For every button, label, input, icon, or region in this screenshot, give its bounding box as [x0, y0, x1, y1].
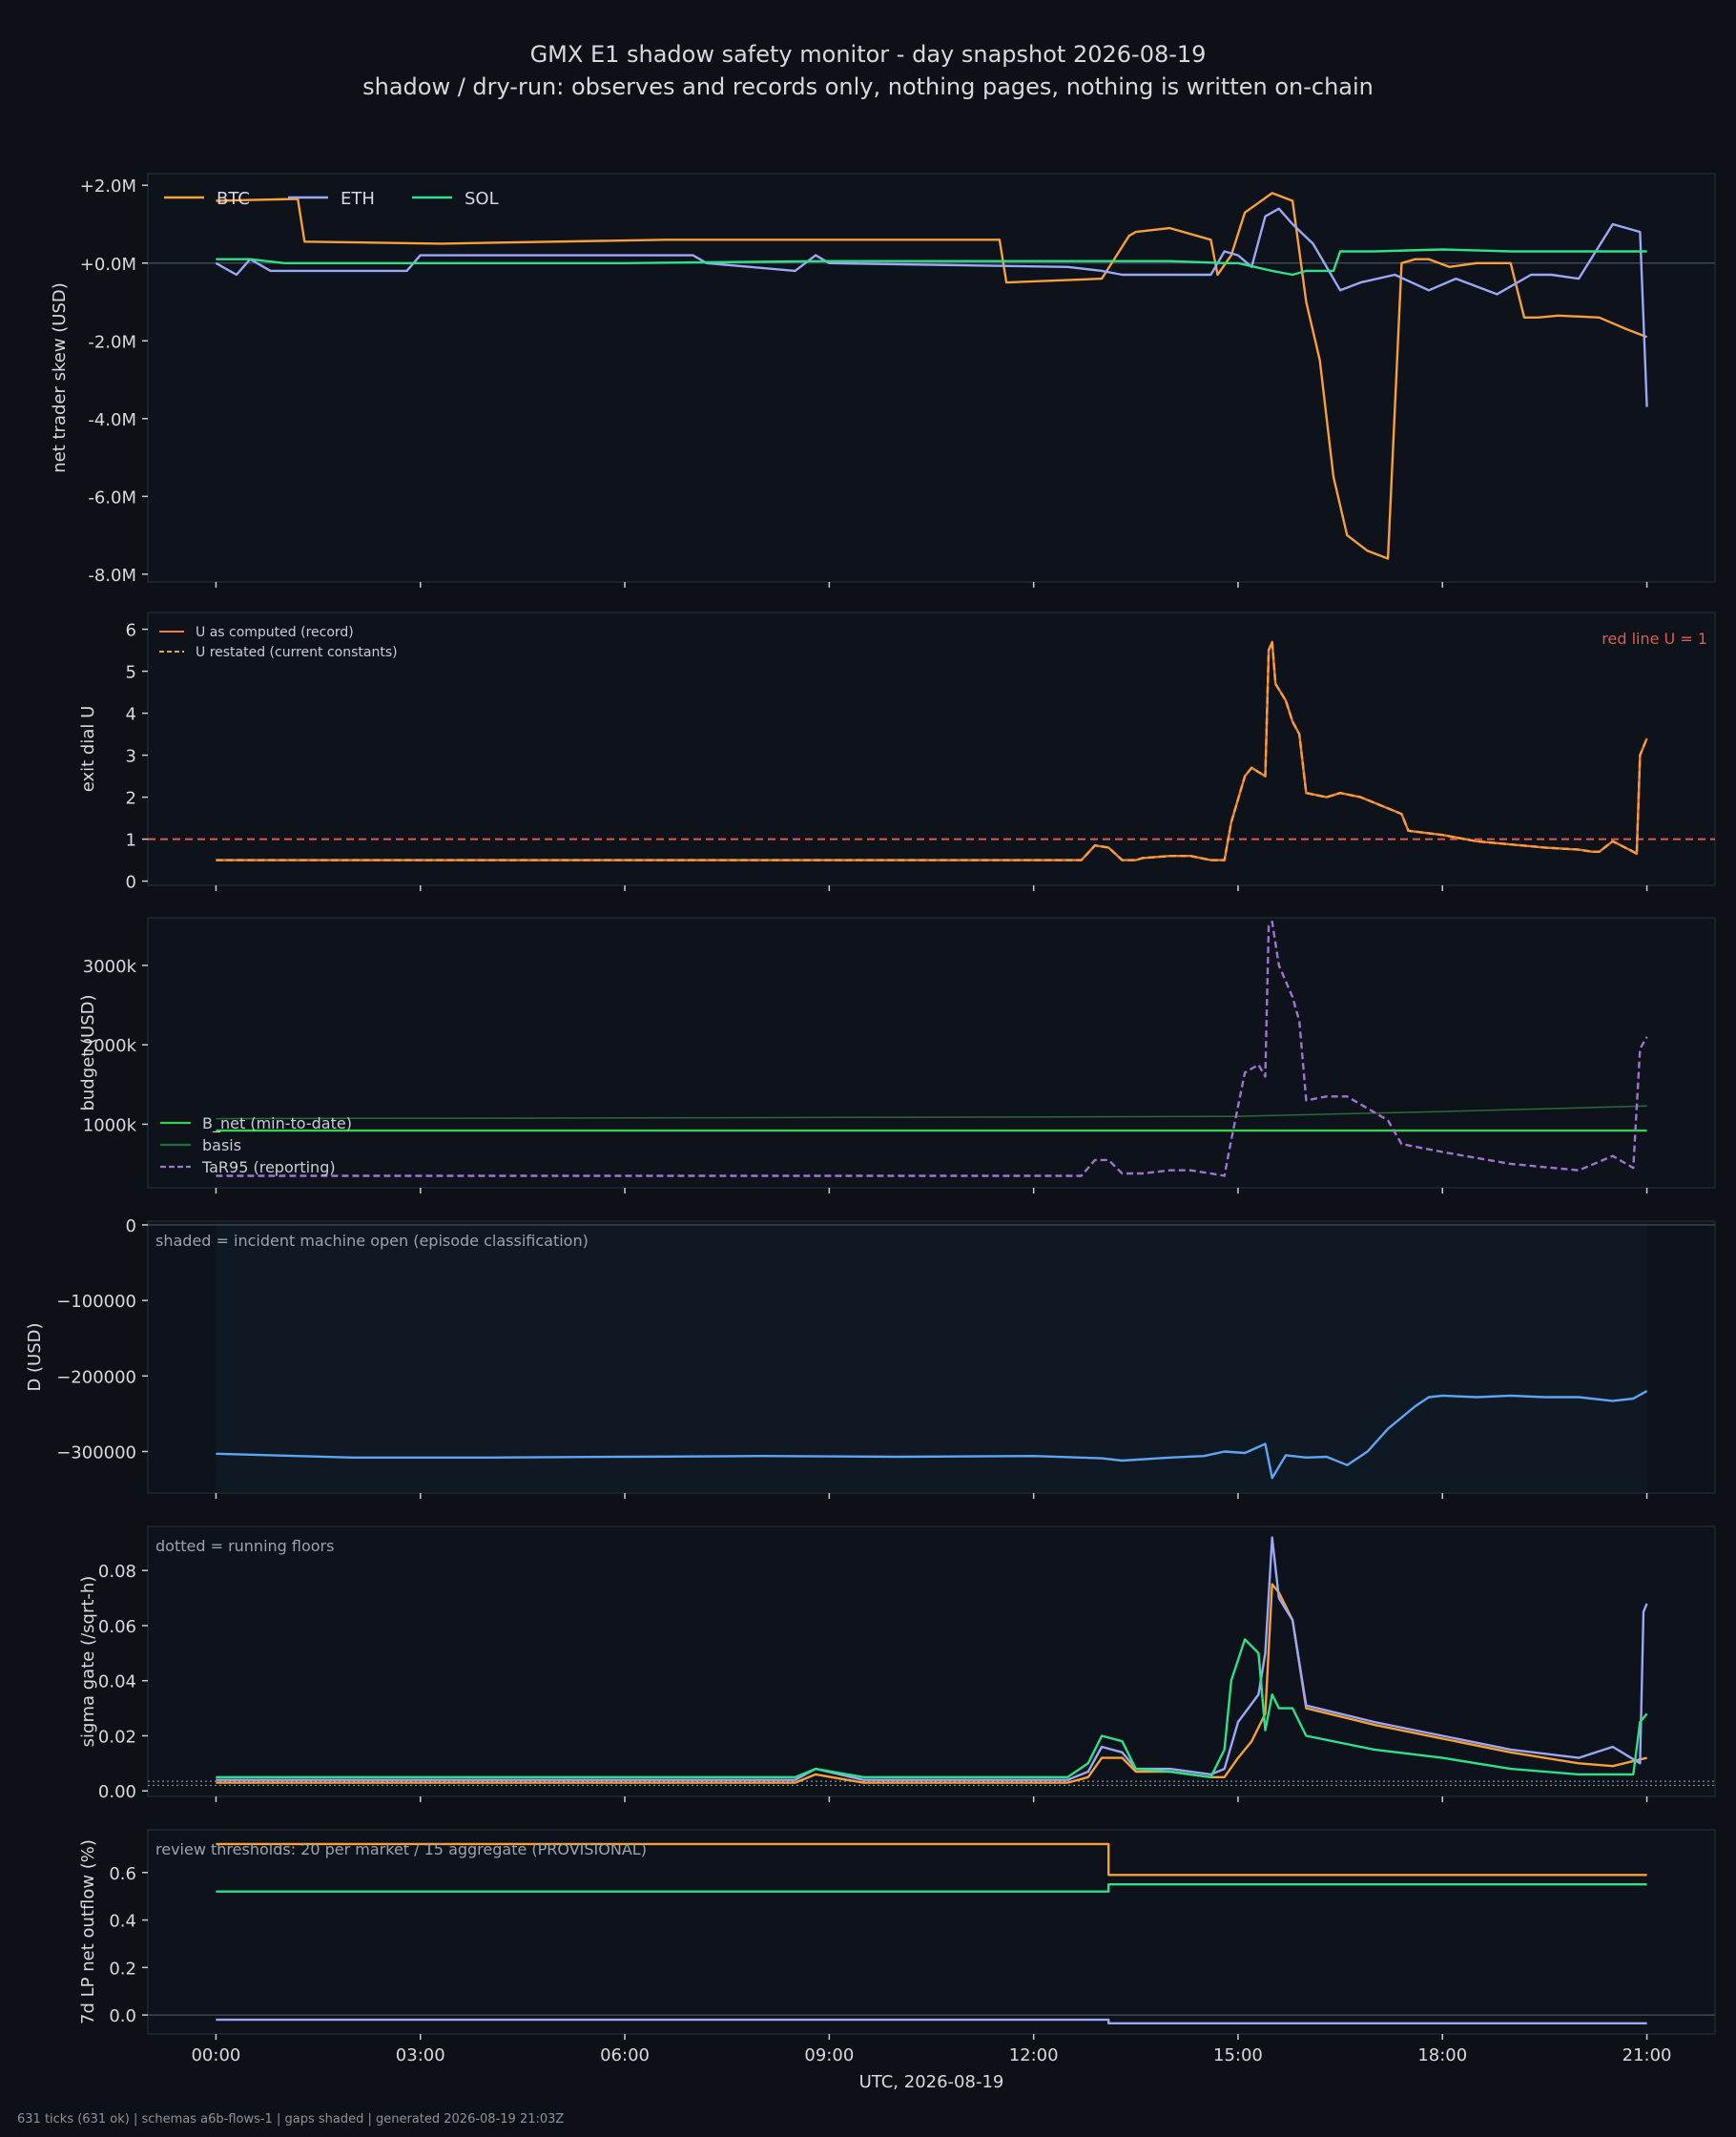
y-tick-label: 3000k	[83, 957, 137, 977]
series-line-tar95-reporting-	[216, 921, 1648, 1177]
series-line-sol	[216, 1882, 1647, 1893]
y-tick-label: 0	[126, 873, 136, 893]
y-axis-label: D (USD)	[25, 1322, 45, 1391]
y-axis-label: sigma gate (/sqrt-h)	[78, 1576, 98, 1748]
incident-shade	[216, 1222, 1647, 1492]
panel-annotation: shaded = incident machine open (episode …	[155, 1232, 589, 1250]
series-line-eth	[216, 2018, 1647, 2025]
series-line-sol	[216, 1638, 1648, 1779]
legend-label: SOL	[465, 189, 499, 209]
y-tick-label: 0.06	[98, 1617, 136, 1637]
y-tick-label: −300000	[56, 1442, 136, 1463]
x-tick-label: 00:00	[191, 2045, 240, 2065]
series-line-u-restated-current-constants-	[216, 640, 1648, 861]
panel-3: 1000k 2000k 3000k budget (USD) B_net (min-to…	[78, 917, 1716, 1193]
legend-label: U as computed (record)	[196, 625, 354, 640]
series-line-btc	[216, 192, 1648, 560]
y-tick-label: 5	[126, 663, 136, 683]
y-tick-label: -2.0M	[88, 332, 136, 352]
y-tick-label: 2000k	[83, 1036, 137, 1056]
y-axis-label: net trader skew (USD)	[50, 282, 70, 473]
y-tick-label: 0.08	[98, 1562, 136, 1582]
legend-label: B_net (min-to-date)	[202, 1114, 352, 1133]
y-tick-label: -8.0M	[88, 566, 136, 586]
panel-frame	[147, 917, 1716, 1189]
y-tick-label: 6	[126, 621, 136, 641]
y-tick-label: 1000k	[83, 1115, 137, 1135]
legend-label: U restated (current constants)	[196, 645, 398, 660]
series-line-sol	[216, 248, 1647, 277]
y-axis-label: exit dial U	[78, 706, 98, 793]
series-line-basis	[216, 1105, 1647, 1120]
series-line-eth	[215, 207, 1648, 407]
y-tick-label: 0.00	[98, 1782, 136, 1802]
x-tick-label: 06:00	[600, 2045, 650, 2065]
x-tick-label: 21:00	[1622, 2045, 1672, 2065]
legend-label: ETH	[341, 189, 375, 209]
x-tick-label: 12:00	[1009, 2045, 1059, 2065]
x-tick-label: 03:00	[396, 2045, 445, 2065]
x-tick-label: 15:00	[1213, 2045, 1263, 2065]
panel-frame	[147, 1525, 1716, 1797]
panel-annotation: red line U = 1	[1602, 630, 1707, 648]
legend-label: BTC	[217, 189, 250, 209]
chart-title: GMX E1 shadow safety monitor - day snaps…	[529, 41, 1207, 68]
y-axis-label: 7d LP net outflow (%)	[78, 1839, 98, 2024]
y-tick-label: 0.2	[109, 1959, 136, 1979]
series-line-d	[216, 1390, 1648, 1480]
y-tick-label: 1	[126, 831, 136, 851]
footer-status: 631 ticks (631 ok) | schemas a6b-flows-1…	[17, 2112, 565, 2127]
y-tick-label: −200000	[56, 1367, 136, 1387]
y-tick-label: 4	[126, 705, 136, 725]
y-axis-label: budget (USD)	[78, 994, 98, 1110]
panel-annotation: dotted = running floors	[155, 1537, 334, 1555]
panel-4: 0 −100000 −200000 −300000 D (USD) shaded = in…	[25, 1216, 1716, 1499]
x-tick-label: 09:00	[804, 2045, 854, 2065]
y-tick-label: 0	[126, 1216, 136, 1236]
x-tick-label: 18:00	[1417, 2045, 1467, 2065]
panel-frame	[147, 173, 1716, 583]
chart-subtitle: shadow / dry-run: observes and records o…	[362, 73, 1374, 100]
y-tick-label: 2	[126, 789, 136, 809]
panel-1: +2.0M +0.0M -2.0M -4.0M -6.0M -8.0M net trader…	[50, 173, 1716, 588]
y-tick-label: 0.4	[109, 1912, 136, 1932]
title-block: GMX E1 shadow safety monitor - day snaps…	[0, 38, 1736, 103]
y-tick-label: -6.0M	[88, 488, 136, 508]
panel-frame	[147, 1829, 1716, 2035]
y-tick-label: +2.0M	[80, 176, 136, 197]
y-tick-label: −100000	[56, 1292, 136, 1312]
y-tick-label: 0.04	[98, 1672, 136, 1692]
legend-label: basis	[202, 1136, 241, 1154]
x-axis-label: UTC, 2026-08-19	[859, 2072, 1004, 2092]
legend-label: TaR95 (reporting)	[201, 1158, 336, 1176]
y-tick-label: 3	[126, 747, 136, 767]
y-tick-label: 0.0	[109, 2006, 136, 2026]
y-tick-label: 0.6	[109, 1864, 136, 1884]
panel-2: 0 1 2 3 4 5 6 exit dial U U as computed (record)…	[78, 612, 1716, 893]
y-tick-label: +0.0M	[80, 255, 136, 275]
series-line-btc	[216, 1842, 1647, 1877]
y-tick-label: -4.0M	[88, 410, 136, 430]
y-tick-label: 0.02	[98, 1727, 136, 1747]
panel-annotation: review thresholds: 20 per market / 15 ag…	[155, 1840, 647, 1858]
panel-6: 0.0 0.2 0.4 0.6 7d LP net outflow (%) review …	[78, 1829, 1716, 2092]
